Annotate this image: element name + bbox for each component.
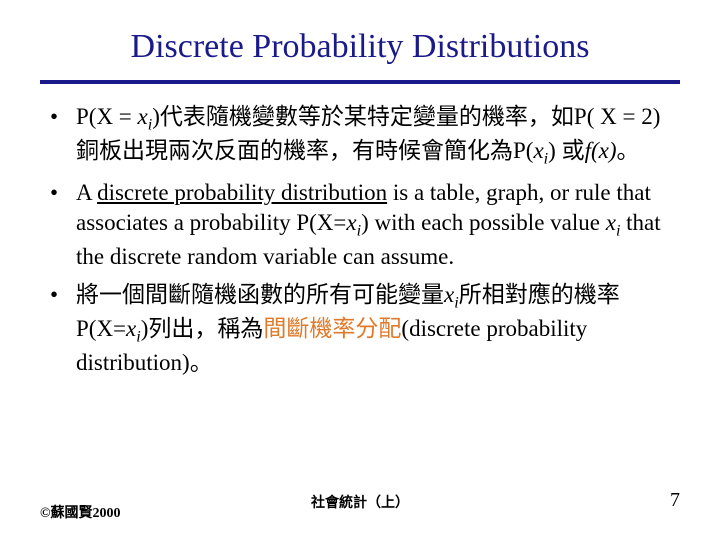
b2-text-1: A — [76, 180, 97, 205]
slide-title: Discrete Probability Distributions — [40, 28, 680, 66]
b2-underline: discrete probability distribution — [97, 180, 387, 205]
page-number: 7 — [670, 489, 680, 512]
bullet-3: 將一個間斷隨機函數的所有可能變量xi所相對應的機率P(X=xi)列出，稱為間斷機… — [40, 280, 680, 378]
b3-x: x — [444, 282, 454, 307]
b2-x2: x — [606, 210, 616, 235]
b1-fx: f(x) — [585, 138, 617, 163]
bullet-2: A discrete probability distribution is a… — [40, 178, 680, 273]
b3-text-3: )列出，稱為 — [141, 316, 264, 341]
b2-text-3: ) with each possible value — [361, 210, 606, 235]
b2-x: x — [346, 210, 356, 235]
bullet-1: P(X = xi)代表隨機變數等於某特定變量的機率，如P( X = 2)銅板出現… — [40, 102, 680, 170]
b1-x: x — [138, 104, 148, 129]
b1-text-3: ) 或 — [548, 138, 584, 163]
b1-x2: x — [533, 138, 543, 163]
bullet-list: P(X = xi)代表隨機變數等於某特定變量的機率，如P( X = 2)銅板出現… — [40, 102, 680, 378]
footer: ©蘇國賢2000 社會統計（上） 7 — [40, 502, 680, 522]
b3-x2: x — [126, 316, 136, 341]
footer-center: 社會統計（上） — [40, 492, 680, 512]
b1-text-4: 。 — [617, 138, 640, 163]
b1-text-1: P(X = — [76, 104, 138, 129]
b3-text-1: 將一個間斷隨機函數的所有可能變量 — [76, 282, 444, 307]
title-rule — [40, 80, 680, 84]
b3-orange: 間斷機率分配 — [263, 316, 401, 341]
